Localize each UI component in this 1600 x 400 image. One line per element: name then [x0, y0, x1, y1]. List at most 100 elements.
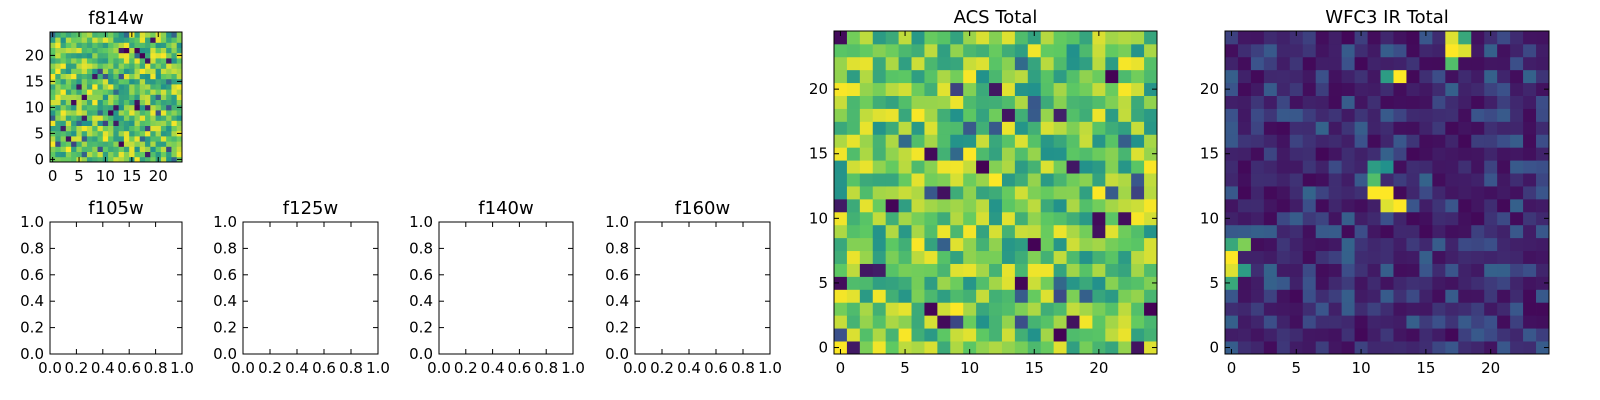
heatmap-cell — [118, 68, 125, 74]
heatmap-cell — [65, 120, 72, 126]
y-tick-label: 0.8 — [409, 239, 433, 257]
heatmap-cell — [1484, 134, 1498, 148]
heatmap-cell — [1510, 134, 1524, 148]
heatmap-cell — [1315, 250, 1330, 264]
heatmap-cell — [1445, 108, 1459, 122]
heatmap-cell — [92, 136, 98, 142]
heatmap-cell — [1432, 289, 1446, 303]
heatmap-cell — [1471, 108, 1485, 122]
heatmap-cell — [123, 130, 130, 137]
axes-frame — [242, 221, 379, 355]
heatmap-cell — [176, 63, 183, 69]
heatmap-cell — [1536, 121, 1550, 135]
heatmap-cell — [108, 37, 114, 43]
heatmap-cell — [1302, 108, 1317, 122]
heatmap-cell — [1144, 224, 1158, 239]
heatmap-cell — [1118, 108, 1132, 122]
heatmap-cell — [1406, 211, 1420, 226]
heatmap-cell — [1523, 328, 1537, 342]
heatmap-cell — [65, 151, 72, 158]
heatmap-cell — [129, 52, 135, 59]
heatmap-cell — [1289, 328, 1304, 342]
heatmap-cell — [1445, 302, 1459, 316]
x-tick-label: 0.4 — [677, 359, 701, 377]
heatmap-cell — [160, 47, 167, 54]
heatmap-cell — [1250, 160, 1265, 174]
heatmap-cell — [1367, 31, 1381, 45]
heatmap-cell — [102, 130, 109, 137]
heatmap-cell — [898, 56, 912, 71]
heatmap-cell — [1053, 160, 1067, 174]
heatmap-cell — [102, 68, 109, 74]
heatmap-cell — [1144, 315, 1158, 329]
x-tick-label: 0.2 — [258, 359, 282, 377]
heatmap-cell — [1105, 289, 1119, 303]
heatmap-cell — [1263, 302, 1278, 316]
heatmap-cell — [92, 141, 98, 147]
heatmap-cell — [1354, 237, 1368, 252]
heatmap-cell — [963, 95, 977, 109]
heatmap-cell — [937, 250, 951, 264]
x-tick-label: 0.8 — [144, 359, 168, 377]
heatmap-cell — [1315, 69, 1330, 84]
heatmap-cell — [859, 341, 874, 355]
heatmap-cell — [102, 136, 109, 142]
heatmap-cell — [1354, 341, 1368, 355]
heatmap-cell — [97, 136, 104, 142]
heatmap-cell — [71, 151, 77, 158]
heatmap-cell — [139, 141, 146, 147]
heatmap-cell — [872, 82, 887, 96]
x-tick-label: 5 — [900, 359, 910, 377]
heatmap-cell — [71, 110, 77, 116]
heatmap-cell — [911, 302, 925, 316]
heatmap-cell — [911, 186, 925, 200]
heatmap-cell — [950, 56, 964, 71]
heatmap-cell — [1484, 263, 1498, 277]
heatmap-cell — [81, 136, 88, 142]
heatmap-cell — [1380, 302, 1394, 316]
heatmap-cell — [976, 95, 990, 109]
heatmap-cell — [937, 160, 951, 174]
heatmap-cell — [81, 130, 88, 137]
heatmap-cell — [1053, 186, 1067, 200]
heatmap-cell — [1001, 147, 1016, 161]
heatmap-cell — [1523, 186, 1537, 200]
heatmap-cell — [1458, 186, 1472, 200]
heatmap-cell — [1066, 56, 1080, 71]
heatmap-cell — [150, 68, 156, 74]
heatmap-cell — [1144, 108, 1158, 122]
heatmap-cell — [1523, 121, 1537, 135]
heatmap-cell — [1092, 69, 1106, 84]
heatmap-cell — [155, 94, 162, 100]
heatmap-cell — [97, 104, 104, 111]
heatmap-cell — [1484, 108, 1498, 122]
heatmap-cell — [55, 94, 61, 100]
heatmap-cell — [55, 156, 61, 163]
heatmap-cell — [1419, 186, 1433, 200]
heatmap-cell — [160, 125, 167, 132]
heatmap-cell — [937, 82, 951, 96]
heatmap-cell — [160, 68, 167, 74]
heatmap-cell — [1315, 224, 1330, 239]
heatmap-cell — [1354, 263, 1368, 277]
heatmap-cell — [1380, 173, 1394, 187]
heatmap-cell — [846, 160, 861, 174]
heatmap-cell — [1341, 186, 1355, 200]
heatmap-cell — [1419, 95, 1433, 109]
heatmap-cell — [950, 147, 964, 161]
heatmap-cell — [1302, 302, 1317, 316]
heatmap-cell — [834, 31, 848, 45]
heatmap-cell — [963, 263, 977, 277]
heatmap-cell — [1276, 121, 1291, 135]
heatmap-cell — [65, 130, 72, 137]
heatmap-cell — [1092, 108, 1106, 122]
heatmap-cell — [1380, 69, 1394, 84]
heatmap-cell — [950, 276, 964, 290]
heatmap-cell — [71, 42, 77, 48]
heatmap-cell — [1105, 250, 1119, 264]
heatmap-cell — [1118, 56, 1132, 71]
heatmap-cell — [129, 125, 135, 132]
heatmap-cell — [1497, 82, 1511, 96]
heatmap-cell — [1536, 328, 1550, 342]
